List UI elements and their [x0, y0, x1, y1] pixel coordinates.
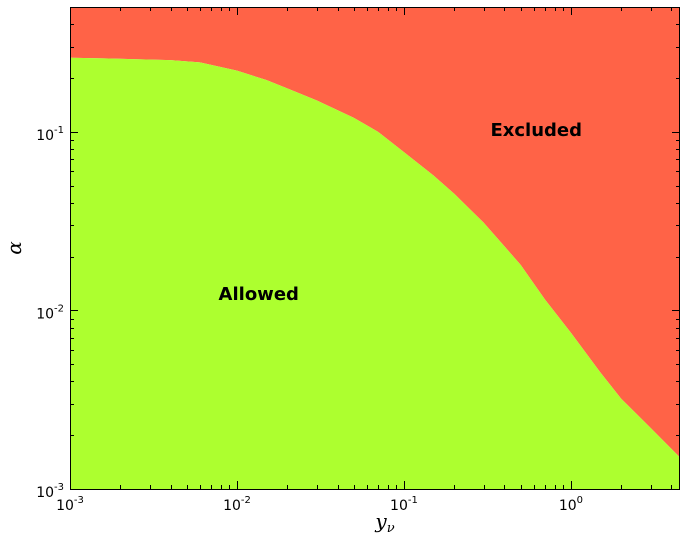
y-axis-title: α [2, 241, 26, 255]
y-tick-label: 10-2 [36, 303, 64, 322]
tick-labels: 10-3 10-2 10-1 100 10-3 10-2 10-1 [36, 125, 583, 514]
y-tick-label: 10-3 [36, 482, 64, 501]
y-tick-label: 10-1 [36, 125, 64, 144]
allowed-region [70, 57, 680, 489]
x-tick-label: 10-3 [56, 495, 84, 514]
allowed-label: Allowed [219, 284, 299, 305]
x-tick-label: 10-2 [223, 495, 251, 514]
excluded-region [70, 7, 680, 458]
x-axis-title: yν [374, 509, 394, 536]
x-tick-label: 10-1 [390, 495, 418, 514]
region-labels: Allowed Excluded [219, 120, 582, 305]
excluded-label: Excluded [490, 120, 582, 141]
x-tick-label: 100 [559, 495, 583, 514]
plot-area [70, 7, 680, 489]
